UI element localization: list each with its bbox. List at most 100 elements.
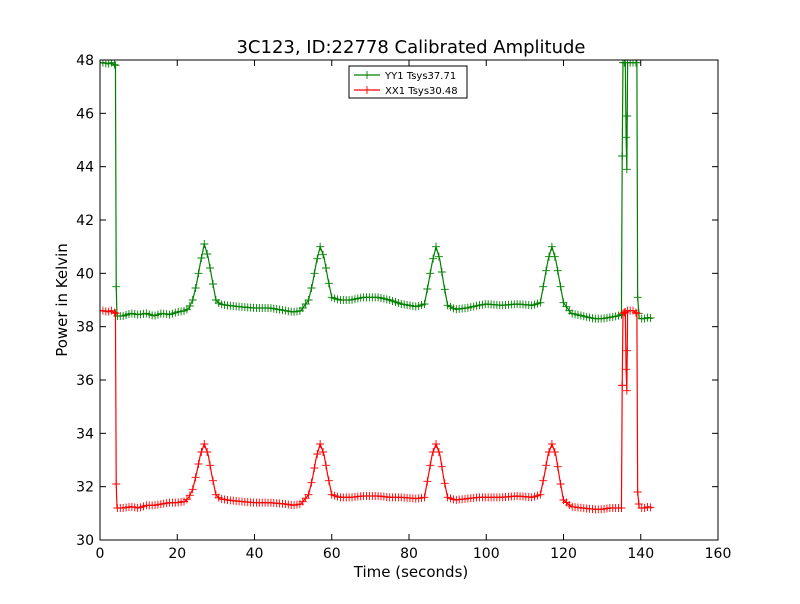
series-1-marker	[316, 242, 325, 251]
series-1-marker	[556, 282, 565, 291]
x-tick-label: 120	[550, 546, 577, 562]
series-2-marker	[310, 464, 319, 472]
x-tick-label: 100	[473, 546, 500, 562]
series-1-marker	[553, 266, 562, 275]
series-1-marker	[188, 296, 197, 304]
series-1	[100, 60, 655, 323]
chart-title: 3C123, ID:22778 Calibrated Amplitude	[236, 37, 585, 58]
series-1-marker	[622, 165, 631, 174]
series-1-marker	[423, 285, 432, 293]
series-1-marker	[420, 300, 429, 308]
series-2-marker	[319, 448, 328, 456]
series-1-marker	[203, 250, 212, 258]
series-2-marker	[420, 493, 429, 502]
series-1-marker	[324, 279, 333, 288]
x-tick-label: 160	[705, 546, 732, 562]
series-2-marker	[553, 462, 562, 471]
series-1-marker	[194, 269, 203, 278]
y-tick-label: 40	[76, 266, 94, 282]
series-2-marker	[633, 488, 642, 496]
y-tick-label: 34	[76, 426, 94, 442]
series-1-marker	[623, 112, 632, 120]
legend: YY1 Tsys37.71 XX1 Tsys30.48	[348, 65, 468, 99]
series-1-marker	[197, 254, 206, 262]
series-2-marker	[623, 346, 632, 355]
series-2-marker	[440, 479, 449, 488]
series-1-marker	[321, 264, 330, 272]
series-2-marker	[632, 309, 641, 318]
y-tick-label: 30	[76, 533, 94, 549]
x-tick-label: 140	[627, 546, 654, 562]
y-tick-label: 38	[76, 320, 94, 336]
series-2-marker	[622, 386, 631, 395]
x-axis-label: Time (seconds)	[353, 563, 469, 581]
series-2-marker	[321, 461, 330, 470]
series-2-marker	[191, 473, 200, 482]
series-group	[100, 60, 655, 514]
series-2-marker	[547, 440, 556, 448]
series-2-marker	[432, 440, 441, 448]
series-2-marker	[316, 440, 325, 448]
series-1-marker	[304, 296, 313, 304]
series-2-marker	[618, 381, 627, 390]
axes: 0 20 40 60 80 100 120 140 160 30 32 34 36 38 40 42 44 46 4…	[76, 53, 731, 562]
series-1-marker	[550, 252, 559, 261]
series-1-marker	[440, 285, 449, 294]
series-2-marker	[324, 476, 333, 485]
legend-label: YY1 Tsys37.71	[384, 71, 456, 82]
series-2-marker	[112, 480, 121, 488]
series-1-marker	[542, 266, 551, 275]
series-2-marker	[542, 461, 551, 470]
series-2-marker	[631, 308, 640, 317]
series-2-marker	[208, 476, 217, 485]
series-2-marker	[111, 309, 120, 318]
series-1-marker	[434, 252, 443, 261]
series-2-marker	[556, 480, 565, 488]
series-1-marker	[633, 293, 642, 302]
series-1-marker	[646, 314, 655, 322]
y-tick-label: 48	[76, 53, 94, 69]
y-tick-label: 36	[76, 373, 94, 389]
series-2-marker	[185, 491, 194, 500]
series-1-marker	[618, 152, 627, 160]
x-tick-label: 40	[246, 546, 264, 562]
series-2-marker	[622, 365, 631, 374]
series-1-marker	[200, 240, 209, 248]
series-1-marker	[437, 268, 446, 276]
series-1-marker	[622, 133, 631, 142]
plot-area	[100, 60, 655, 514]
series-1-marker	[319, 250, 328, 259]
x-tick-label: 20	[168, 546, 186, 562]
series-1-marker	[313, 254, 322, 263]
series-1-marker	[206, 264, 215, 272]
series-2-marker	[620, 308, 629, 317]
y-tick-label: 42	[76, 213, 94, 229]
series-2-marker	[110, 308, 119, 317]
series-2-marker	[203, 448, 212, 456]
series-2-marker	[434, 448, 443, 456]
legend-label: XX1 Tsys30.48	[385, 86, 458, 97]
series-1-marker	[539, 282, 548, 291]
series-2-marker	[206, 461, 215, 470]
legend-marker	[363, 86, 371, 94]
legend-item-2: XX1 Tsys30.48	[354, 86, 458, 97]
y-tick-label: 32	[76, 480, 94, 496]
legend-item-1: YY1 Tsys37.71	[354, 71, 456, 82]
series-1-marker	[307, 284, 316, 292]
series-1-marker	[432, 242, 441, 251]
series-1-marker	[185, 302, 194, 310]
legend-box	[348, 65, 468, 99]
series-1-marker	[111, 61, 120, 70]
series-2-marker	[307, 478, 316, 487]
series-2-marker	[194, 460, 203, 468]
x-tick-label: 0	[96, 546, 105, 562]
series-1-marker	[208, 280, 217, 288]
y-tick-label: 46	[76, 106, 94, 122]
x-tick-label: 80	[400, 546, 418, 562]
series-2	[100, 306, 655, 514]
series-1-marker	[429, 254, 438, 263]
series-1-marker	[547, 242, 556, 251]
